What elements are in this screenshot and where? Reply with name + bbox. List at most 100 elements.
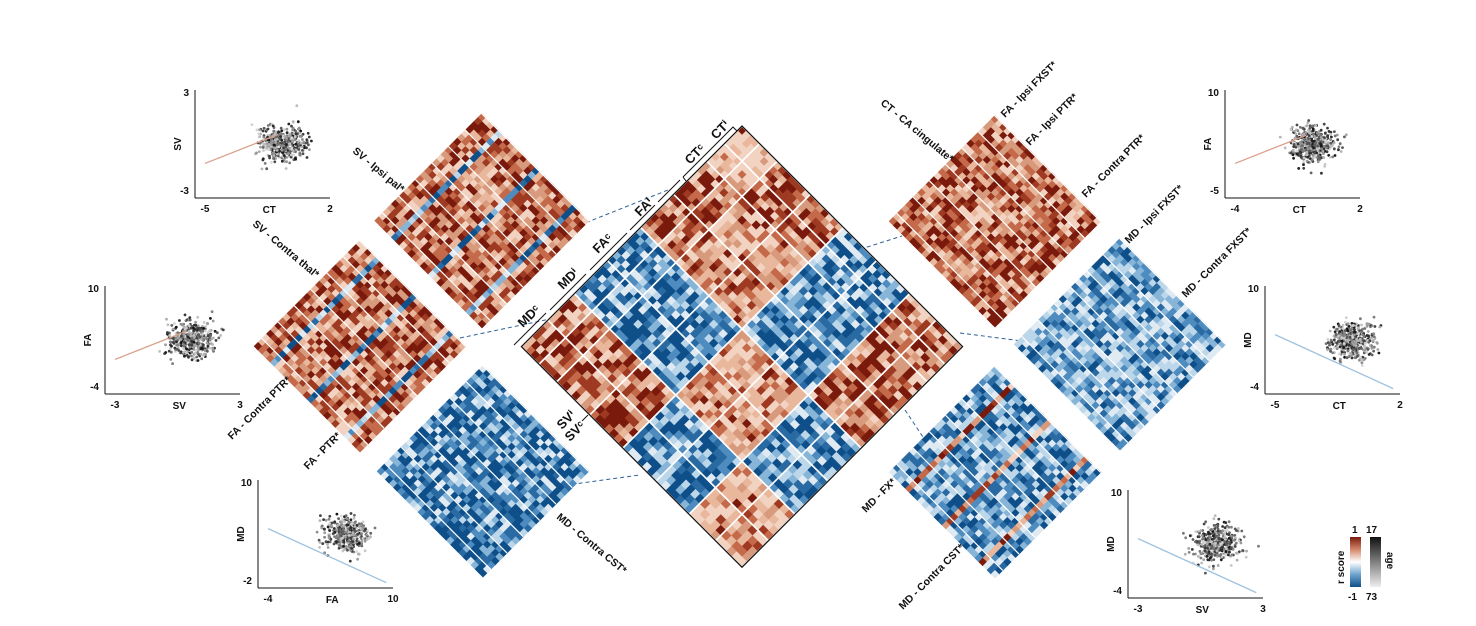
heatmap-gap [415,179,524,288]
matrix-cell [548,358,559,369]
matrix-cell [594,329,605,340]
matrix-cell [557,366,568,378]
matrix-cell [579,336,590,347]
matrix-cell [924,348,935,359]
matrix-cell [570,327,581,338]
matrix-cell [563,298,574,310]
matrix-cell [883,325,894,336]
matrix-cell [581,316,592,327]
matrix-cell [927,334,939,345]
matrix-cell [585,321,596,332]
heatmap-sv-ipsi-pal [374,113,590,329]
matrix-cell [912,318,923,329]
matrix-cell [894,336,905,347]
connector-line [529,474,641,491]
matrix-cell [580,326,591,337]
matrix-cell [903,327,914,338]
matrix-cell [915,357,926,368]
matrix-cell [893,326,904,337]
matrix-cell [562,361,573,372]
matrix-cell [901,307,912,318]
matrix-cell [553,352,564,363]
matrix-cell [947,336,958,347]
matrix-cell [550,338,561,349]
matrix-cell [590,325,601,336]
matrix-cell [892,316,903,327]
matrix-cell [898,331,909,342]
matrix-cell [911,361,922,372]
matrix-cell [920,352,931,363]
matrix-cell [879,329,890,340]
matrix-cell [884,335,895,346]
matrix-cell [907,322,918,333]
matrix-cell [576,312,587,323]
matrix-cell [561,318,572,329]
matrix-cell [942,340,954,351]
matrix-cell [923,338,934,349]
matrix-cell [925,358,936,369]
matrix-cell [932,329,943,340]
matrix-cell [919,343,930,354]
matrix-cell [914,347,925,358]
matrix-cell [545,334,557,345]
matrix-cell [916,366,927,378]
matrix-cell [906,313,917,324]
matrix-cell [544,343,556,355]
matrix-cell [942,330,953,341]
connector-line [559,189,669,234]
matrix-cell [910,298,921,310]
matrix-cell [526,336,537,347]
matrix-cell [937,335,948,346]
heatmap-gap [431,162,540,271]
matrix-cell [552,309,564,320]
heatmap-gap [448,146,557,255]
matrix-cell [536,335,547,346]
matrix-cell [929,353,940,364]
matrix-cell [583,340,594,351]
matrix-cell [563,351,574,363]
matrix-cell [933,339,944,350]
matrix-cell [934,349,945,360]
matrix-cell [888,321,899,332]
matrix-outline [520,125,964,569]
matrix-cell [558,357,569,368]
matrix-cell [572,307,583,318]
matrix-cell [916,313,927,325]
matrix-cell [915,304,926,315]
matrix-cell [557,313,568,325]
matrix-cell [910,351,921,363]
matrix-cell [558,304,569,315]
matrix-cell [552,362,564,373]
matrix-cell [905,303,917,314]
heatmap-gap [464,129,573,238]
matrix-cell [902,317,913,328]
matrix-cell [897,312,908,323]
matrix-cell [584,330,595,341]
matrix-cell [890,340,901,351]
matrix-cell [541,329,552,340]
matrix-cell [889,330,900,341]
matrix-cell [589,335,600,346]
matrix-cell [562,308,573,319]
matrix-cell [936,325,947,336]
matrix-cell [554,343,565,354]
matrix-cell [920,309,932,320]
matrix-cell [549,348,560,359]
matrix-cell [575,321,587,333]
matrix-cell [911,308,922,319]
matrix-cell [571,317,582,328]
matrix-cell [539,349,550,360]
central-correlation-matrix [520,124,964,569]
matrix-cell [938,344,949,355]
matrix-cell [567,303,579,314]
matrix-cell [928,343,940,355]
matrix-cell [537,325,548,336]
connector-line [904,409,926,441]
matrix-cell [567,356,579,367]
matrix-cell [544,353,555,364]
matrix-cell [535,344,546,355]
matrix-cell [897,321,909,333]
matrix-cell [575,331,586,342]
matrix-cell [540,339,551,350]
